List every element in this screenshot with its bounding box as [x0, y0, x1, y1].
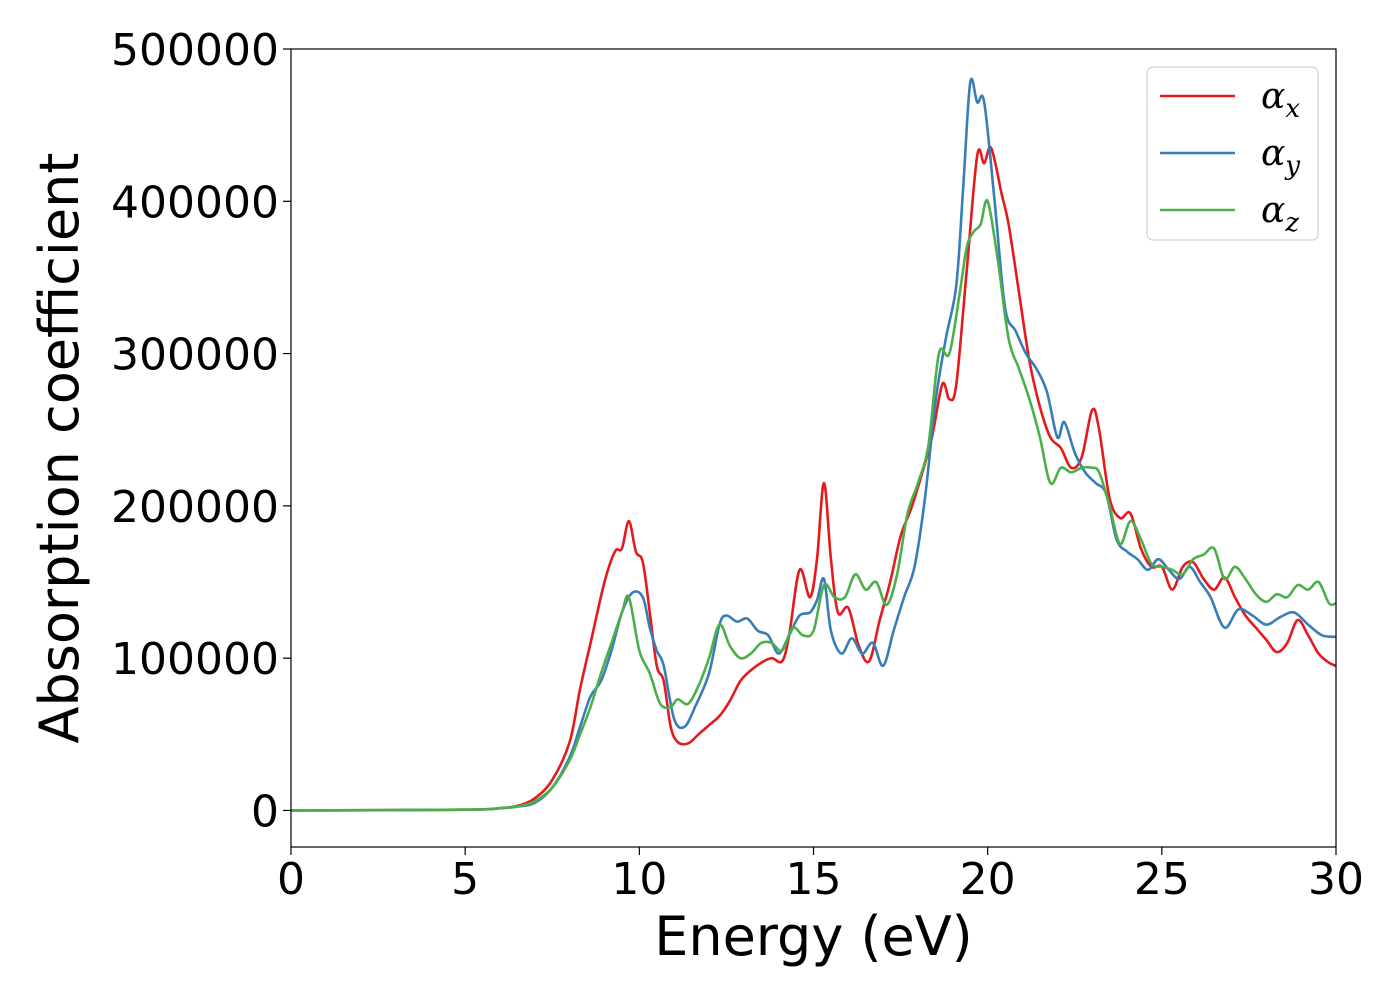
series-line-alpha-y	[291, 77, 1336, 812]
legend-label-alpha-z: αz	[1261, 190, 1299, 238]
x-tick-label: 30	[1308, 854, 1364, 905]
y-axis-label: Absorption coefficient	[28, 153, 91, 744]
y-tick-label: 300000	[111, 330, 279, 381]
y-tick-label: 100000	[111, 634, 279, 685]
legend-label-alpha-y: αy	[1261, 133, 1300, 181]
y-tick-label: 500000	[111, 25, 279, 76]
legend-label-alpha-x: αx	[1261, 76, 1300, 124]
x-axis-ticks: 0 5 10 15 20 25 30	[277, 847, 1364, 905]
series-line-alpha-x	[291, 145, 1336, 812]
x-tick-label: 25	[1134, 854, 1190, 905]
legend: αx αy αz	[1146, 66, 1319, 241]
y-axis-ticks: 0 100000 200000 300000 400000 500000	[111, 25, 291, 837]
series-layer	[291, 77, 1336, 812]
x-tick-label: 0	[277, 854, 305, 905]
x-axis-label: Energy (eV)	[654, 905, 973, 968]
x-tick-label: 10	[611, 854, 667, 905]
y-tick-label: 400000	[111, 177, 279, 228]
y-tick-label: 200000	[111, 482, 279, 533]
x-tick-label: 15	[786, 854, 842, 905]
series-line-alpha-z	[291, 198, 1336, 812]
x-tick-label: 5	[451, 854, 479, 905]
y-tick-label: 0	[251, 786, 279, 837]
x-tick-label: 20	[960, 854, 1016, 905]
